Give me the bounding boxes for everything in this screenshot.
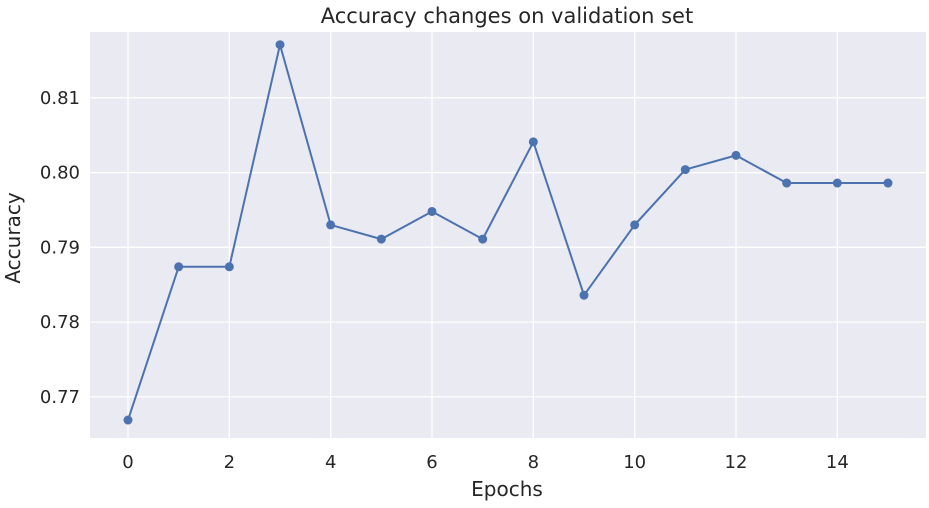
y-tick-label: 0.77 <box>40 387 80 408</box>
data-point <box>731 150 741 160</box>
data-point <box>427 206 437 216</box>
data-point <box>579 290 589 300</box>
x-tick-label: 14 <box>826 452 849 473</box>
chart-title: Accuracy changes on validation set <box>321 4 693 28</box>
data-point <box>680 165 690 175</box>
data-point <box>883 178 893 188</box>
data-point <box>478 234 488 244</box>
y-axis-ticks: 0.77 0.78 0.79 0.80 0.81 <box>40 88 80 408</box>
y-tick-label: 0.79 <box>40 237 80 258</box>
plot-area <box>90 32 926 438</box>
y-axis-label: Accuracy <box>1 192 25 283</box>
series-layer <box>123 40 893 425</box>
x-tick-label: 4 <box>325 452 336 473</box>
x-tick-label: 10 <box>623 452 646 473</box>
x-axis-ticks: 0 2 4 6 8 10 12 14 <box>122 452 849 473</box>
data-point <box>528 137 538 147</box>
y-tick-label: 0.80 <box>40 163 80 184</box>
x-tick-label: 0 <box>122 452 133 473</box>
data-point <box>630 220 640 230</box>
data-point <box>224 262 234 272</box>
x-tick-label: 2 <box>224 452 235 473</box>
x-tick-label: 12 <box>725 452 748 473</box>
data-point <box>782 178 792 188</box>
x-axis-label: Epochs <box>471 477 543 501</box>
series-line <box>127 43 888 421</box>
data-point <box>174 262 184 272</box>
y-tick-label: 0.81 <box>40 88 80 109</box>
data-point <box>326 220 336 230</box>
x-tick-label: 8 <box>528 452 539 473</box>
data-point <box>832 178 842 188</box>
data-point <box>123 415 133 425</box>
data-point <box>275 40 285 50</box>
data-point <box>376 234 386 244</box>
x-tick-label: 6 <box>426 452 437 473</box>
y-tick-label: 0.78 <box>40 312 80 333</box>
grid-lines <box>90 32 926 438</box>
